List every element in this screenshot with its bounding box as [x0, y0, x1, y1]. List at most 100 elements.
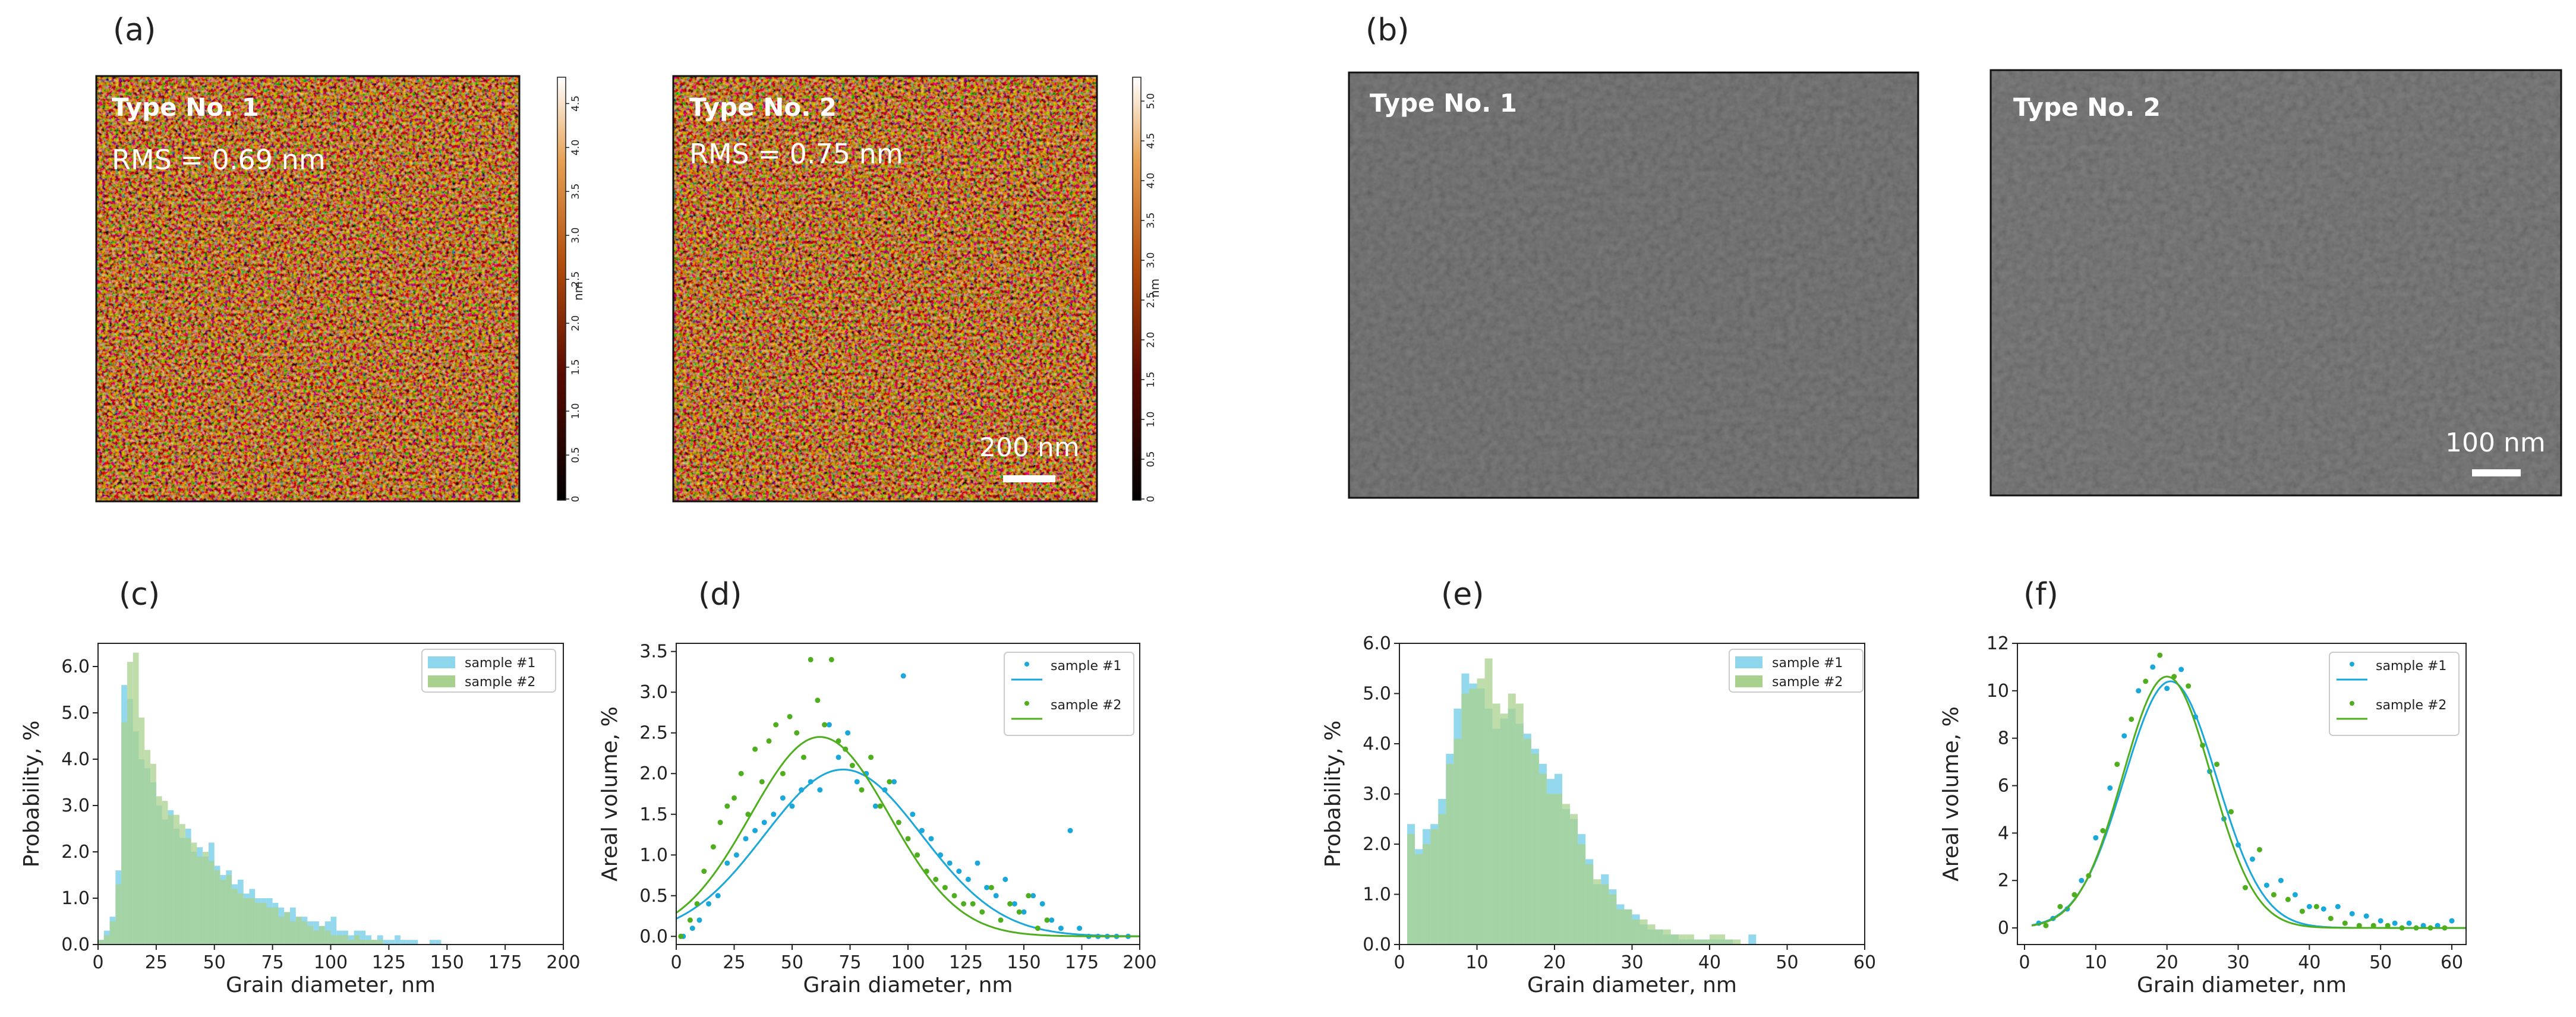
data-point	[2378, 918, 2383, 924]
histogram-bar	[237, 893, 244, 945]
y-tick-label: 8	[1998, 728, 2009, 749]
legend-label: sample #2	[1772, 675, 1843, 690]
data-point	[896, 819, 901, 825]
legend-marker	[1024, 701, 1029, 706]
colorbar2-unit: nm	[1147, 279, 1162, 298]
histogram-bar	[1655, 929, 1663, 945]
data-point	[771, 811, 777, 817]
data-point	[942, 885, 948, 890]
data-point	[2071, 892, 2077, 898]
histogram-bar	[360, 930, 366, 945]
histogram-bar	[1438, 814, 1446, 945]
data-point	[766, 738, 772, 744]
histogram-bar	[1492, 703, 1500, 945]
histogram-bar	[1415, 854, 1423, 945]
histogram-bar	[127, 662, 133, 945]
legend: sample #1 sample #2	[1004, 652, 1134, 736]
x-tick-label: 10	[2085, 952, 2107, 973]
data-point	[2427, 925, 2433, 931]
data-point	[2349, 911, 2355, 917]
data-point	[905, 836, 911, 842]
data-point	[678, 933, 684, 939]
y-tick-label: 1.0	[639, 845, 668, 866]
fit-curve-2	[2031, 675, 2466, 929]
x-tick-label: 125	[372, 952, 406, 973]
x-tick-label: 200	[546, 952, 580, 973]
histogram-bar	[1407, 834, 1415, 945]
y-tick-label: 2.0	[1363, 834, 1391, 855]
histogram-bar	[133, 652, 139, 945]
y-tick-label: 1.5	[639, 804, 668, 825]
histogram-bar	[1748, 934, 1757, 945]
data-point	[951, 893, 957, 899]
histogram-bar	[330, 917, 337, 945]
data-point	[915, 852, 920, 858]
histogram-bar	[220, 879, 226, 945]
data-point	[2093, 835, 2099, 841]
histogram-bar	[266, 907, 273, 945]
data-point	[2086, 873, 2092, 879]
data-point	[724, 803, 730, 809]
y-tick-label: 3.5	[639, 642, 668, 662]
histogram-bar	[342, 935, 348, 945]
colorbar-tick-label: 2.5	[1145, 292, 1157, 308]
data-point	[808, 656, 814, 662]
histogram-bar	[1461, 693, 1470, 945]
data-point	[2249, 856, 2255, 862]
data-point	[1021, 909, 1027, 915]
legend-box	[1729, 649, 1864, 693]
histogram-bar	[1562, 804, 1571, 945]
histogram-bar	[354, 935, 360, 945]
panel-label-c: (c)	[119, 577, 160, 612]
y-tick-label: 0.0	[1363, 934, 1391, 955]
data-point	[868, 754, 874, 760]
sem1-type-label: Type No. 1	[1370, 89, 1517, 118]
y-axis-label: Areal volume, %	[1939, 706, 1963, 882]
data-point	[859, 787, 865, 793]
colorbar-tick-label: 2.0	[1145, 332, 1157, 348]
afm2-scale-bar	[1003, 475, 1055, 482]
histogram-bar	[1423, 844, 1431, 945]
data-point	[2043, 923, 2049, 928]
histogram-bar	[1733, 939, 1741, 945]
x-tick-label: 25	[723, 952, 745, 973]
data-point	[1002, 876, 1008, 882]
data-point	[738, 770, 744, 776]
x-tick-label: 0	[2019, 952, 2030, 973]
data-point	[2342, 920, 2348, 926]
data-point	[2328, 915, 2334, 921]
histogram-bar	[168, 814, 174, 945]
histogram-bar	[295, 917, 302, 945]
legend-marker	[1024, 662, 1029, 667]
data-point	[817, 787, 823, 793]
y-tick-label: 6.0	[61, 656, 90, 677]
legend-swatch	[428, 656, 455, 668]
x-tick-label: 175	[1065, 952, 1099, 973]
afm-image-type1: Type No. 1 RMS = 0.69 nm	[95, 75, 521, 503]
afm2-scale-label: 200 nm	[979, 432, 1080, 463]
x-tick-label: 50	[2369, 952, 2392, 973]
fit-curve-1	[676, 768, 1140, 937]
data-point	[1026, 893, 1032, 899]
colorbar-tick-label: 3.5	[570, 184, 582, 200]
x-axis-label: Grain diameter, nm	[2137, 973, 2347, 997]
histogram-bar	[1578, 844, 1586, 945]
data-point	[2242, 885, 2248, 890]
histogram-bar	[1515, 703, 1524, 945]
histogram-bar	[208, 861, 215, 945]
legend-marker	[2350, 701, 2354, 706]
histogram-bar	[203, 852, 209, 945]
histogram-bar	[406, 940, 412, 945]
data-point	[1016, 909, 1022, 915]
histogram-bar	[214, 870, 220, 945]
histogram-bar	[1701, 939, 1710, 945]
data-point	[761, 819, 767, 825]
histogram-bar	[162, 801, 168, 945]
y-tick-label: 12	[1987, 633, 2009, 654]
colorbar-tick-label: 1.0	[570, 403, 582, 419]
histogram-bar	[1663, 929, 1671, 945]
data-point	[2114, 762, 2120, 768]
data-point	[2263, 882, 2269, 888]
legend-box	[421, 649, 556, 693]
data-point	[780, 770, 786, 776]
